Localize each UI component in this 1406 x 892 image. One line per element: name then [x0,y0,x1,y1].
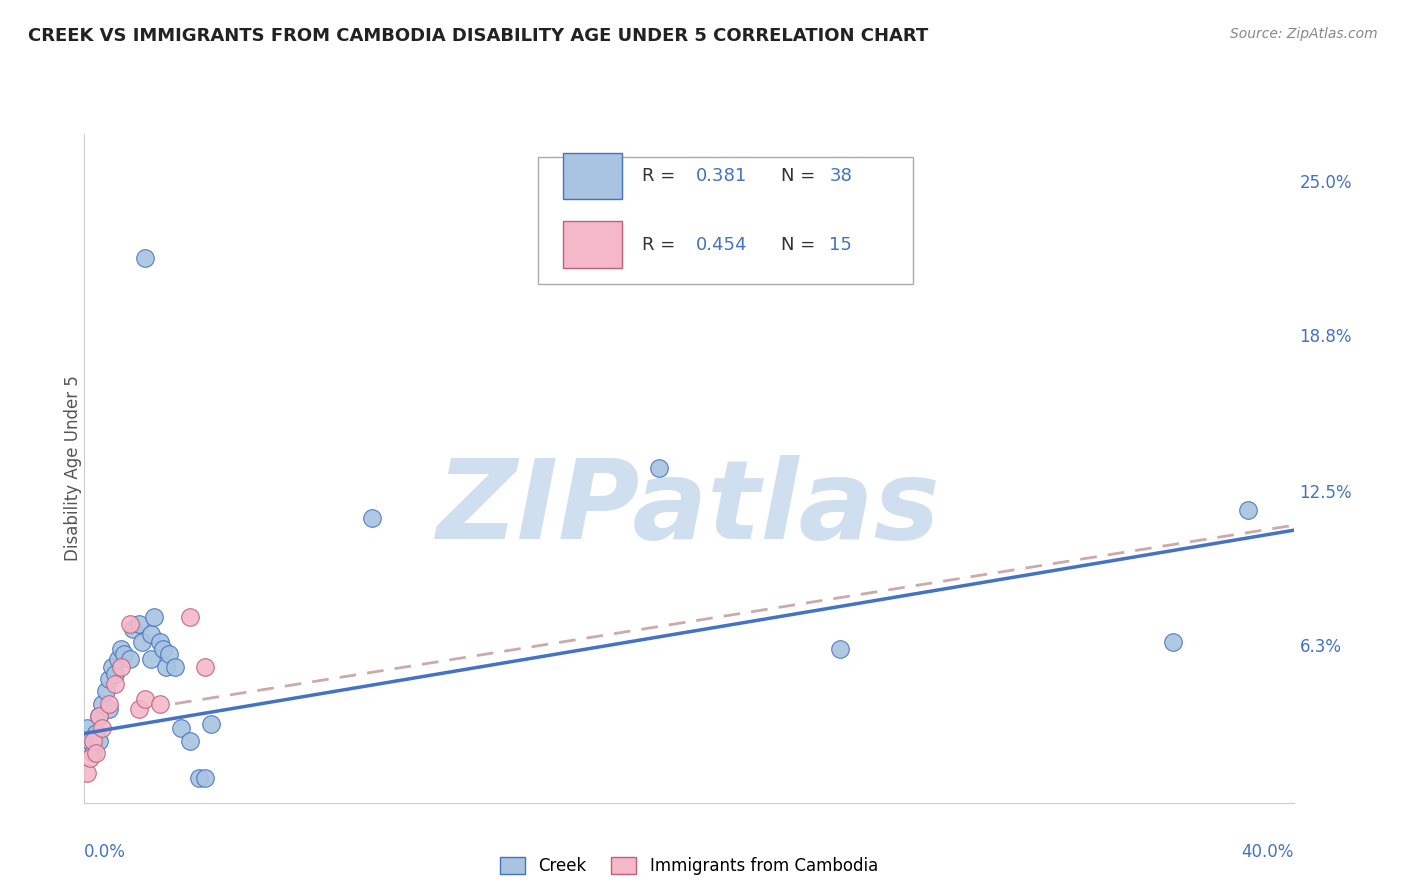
Point [830,642,852,657]
Point [149,697,172,711]
Point [86,746,108,760]
Point [94,684,117,698]
Point [89,734,111,748]
Point [134,691,156,706]
Point [647,461,671,475]
Text: 25.0%: 25.0% [1299,174,1353,193]
Point [149,634,172,648]
Text: N =: N = [780,167,821,185]
Point [200,716,222,731]
Point [179,734,201,748]
Point [97,697,120,711]
Text: N =: N = [780,235,821,253]
Point [91,722,114,736]
Point [179,610,201,624]
Text: R =: R = [641,167,681,185]
Point [82,734,104,748]
FancyBboxPatch shape [564,221,623,268]
Point [194,659,217,673]
Point [76,722,98,736]
Point [1161,634,1184,648]
Text: 40.0%: 40.0% [1241,843,1294,861]
Text: 6.3%: 6.3% [1299,638,1341,656]
Point [86,726,108,740]
FancyBboxPatch shape [564,153,623,199]
Point [131,634,153,648]
Text: 15: 15 [830,235,852,253]
Point [118,652,141,666]
Point [157,647,180,661]
Point [128,617,150,632]
Point [79,751,101,765]
Point [194,771,217,785]
Point [104,667,127,681]
Point [163,659,186,673]
Point [91,697,114,711]
Point [134,251,156,265]
Point [188,771,211,785]
Point [76,766,98,780]
Point [121,623,143,637]
Text: 38: 38 [830,167,852,185]
Point [104,677,127,691]
Point [142,610,165,624]
FancyBboxPatch shape [538,157,912,285]
Point [110,642,132,657]
Text: 12.5%: 12.5% [1299,484,1353,502]
Text: 0.381: 0.381 [696,167,748,185]
Text: 18.8%: 18.8% [1299,328,1353,346]
Legend: Creek, Immigrants from Cambodia: Creek, Immigrants from Cambodia [494,850,884,881]
Text: Source: ZipAtlas.com: Source: ZipAtlas.com [1230,27,1378,41]
Point [112,647,135,661]
Point [170,722,193,736]
Point [110,659,132,673]
Point [139,627,162,641]
Y-axis label: Disability Age Under 5: Disability Age Under 5 [65,376,82,561]
Point [97,701,120,715]
Point [79,734,101,748]
Text: ZIPatlas: ZIPatlas [437,455,941,562]
Point [82,746,104,760]
Point [128,701,150,715]
Text: CREEK VS IMMIGRANTS FROM CAMBODIA DISABILITY AGE UNDER 5 CORRELATION CHART: CREEK VS IMMIGRANTS FROM CAMBODIA DISABI… [28,27,928,45]
Point [360,511,382,525]
Text: 0.0%: 0.0% [84,843,127,861]
Point [139,652,162,666]
Point [155,659,177,673]
Text: R =: R = [641,235,681,253]
Point [89,709,111,723]
Point [118,617,141,632]
Point [1237,503,1260,517]
Point [152,642,174,657]
Point [107,652,129,666]
Point [97,672,120,686]
Point [100,659,122,673]
Point [89,709,111,723]
Text: 0.454: 0.454 [696,235,748,253]
